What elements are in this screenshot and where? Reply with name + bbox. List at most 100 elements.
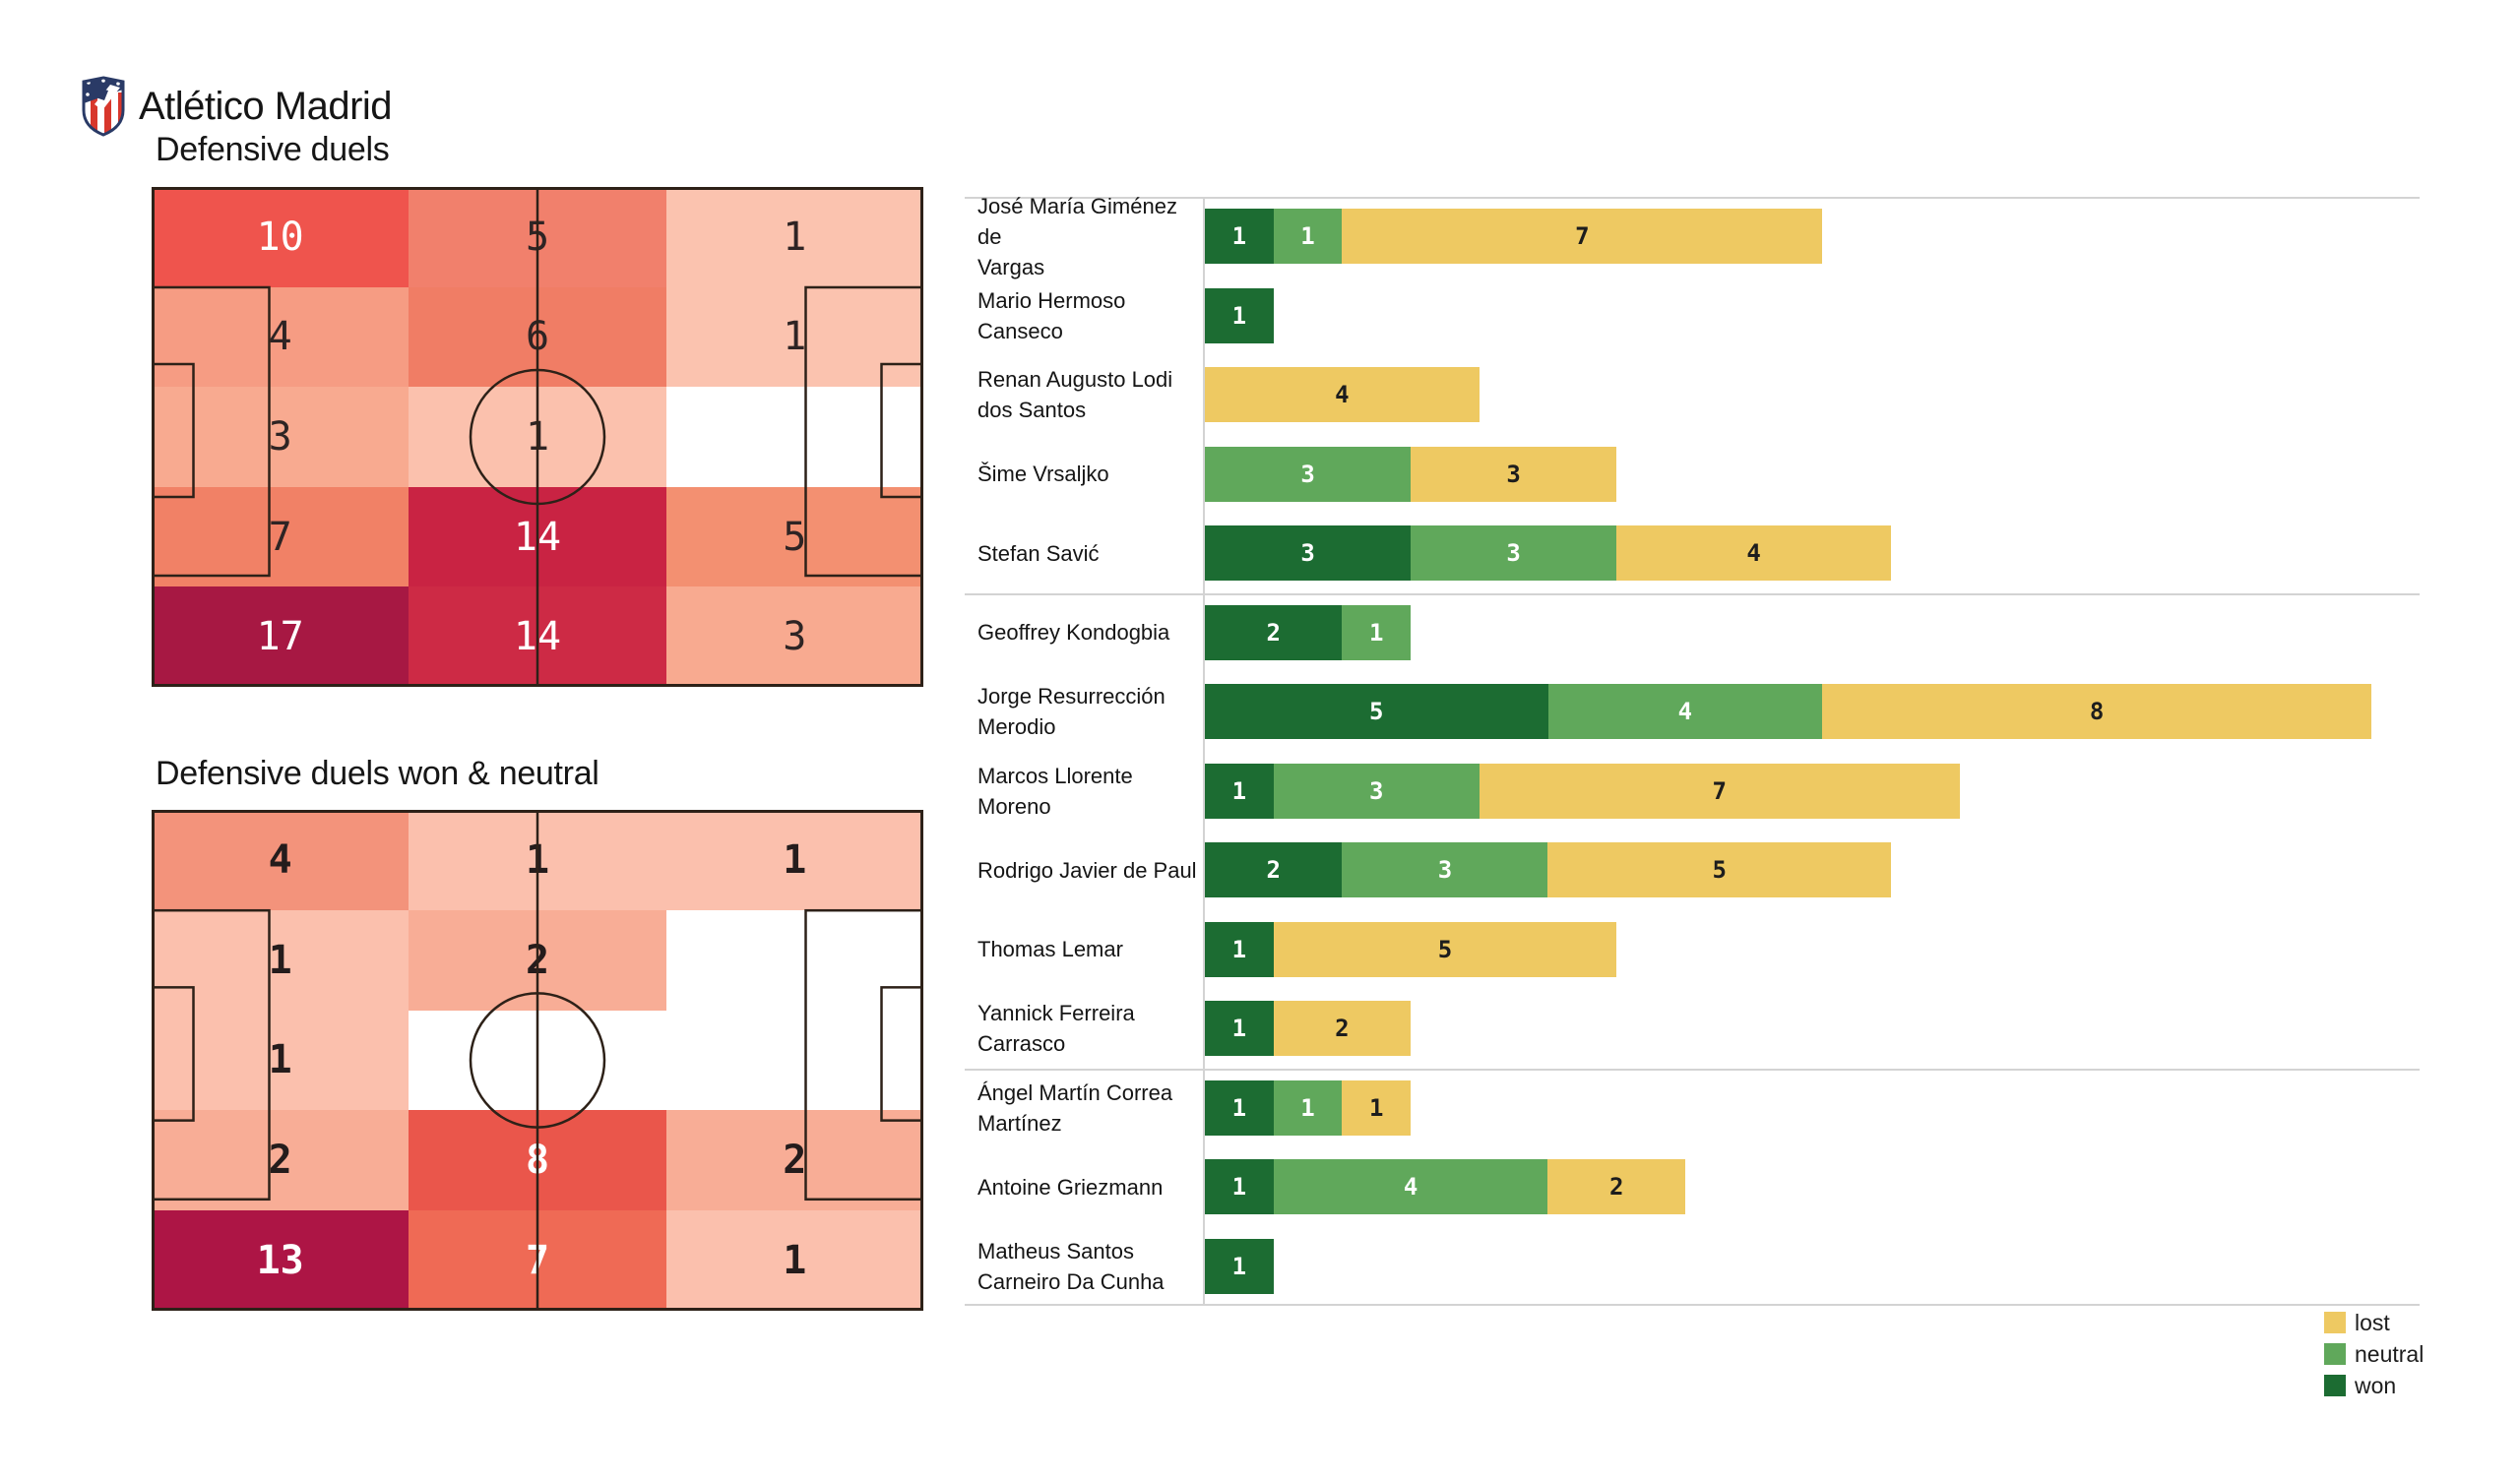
- pitch-zone: 1: [665, 810, 923, 910]
- player-name: José María Giménez de Vargas: [977, 194, 1200, 279]
- duel-count: 1: [1300, 1093, 1315, 1122]
- duel-row: Marcos Llorente Moreno 1 3 7: [965, 752, 2420, 832]
- player-name: Mario Hermoso Canseco: [977, 277, 1200, 356]
- duel-row: Šime Vrsaljko 3 3: [965, 435, 2420, 515]
- pitch-zone: 2: [665, 1110, 923, 1211]
- zone-duel-count: 10: [256, 214, 304, 260]
- bar-segment-won: 1: [1205, 209, 1274, 265]
- legend-item-won: won: [2324, 1373, 2424, 1398]
- player-name-line: Stefan Savić: [977, 540, 1100, 566]
- pitch-zone: 10: [152, 187, 410, 287]
- duel-row: Stefan Savić 3 3 4: [965, 514, 2420, 593]
- bar-segment-won: 1: [1205, 921, 1274, 977]
- separator-bottom: [965, 1304, 2420, 1306]
- player-name: Jorge Resurrección Merodio: [977, 672, 1200, 752]
- bar-segment-lost: 4: [1616, 525, 1891, 582]
- bar-segment-lost: 2: [1547, 1159, 1685, 1215]
- heatmap-1-title: Defensive duels: [156, 131, 390, 168]
- zone-duel-count: 17: [256, 614, 304, 660]
- bar-segment-neutral: 4: [1547, 684, 1823, 740]
- pitch-zone: 13: [152, 1210, 410, 1311]
- duel-count: 1: [1231, 1173, 1247, 1202]
- zone-duel-count: 1: [268, 937, 292, 983]
- duel-row: Antoine Griezmann 1 4 2: [965, 1147, 2420, 1227]
- duel-row: Rodrigo Javier de Paul 2 3 5: [965, 831, 2420, 910]
- club-logo: [81, 75, 126, 138]
- player-name-line: Jorge Resurrección: [977, 684, 1166, 709]
- player-name-line: Merodio: [977, 714, 1056, 740]
- duel-count: 3: [1437, 856, 1453, 885]
- duel-row: Geoffrey Kondogbia 2 1: [965, 593, 2420, 673]
- player-name-line: Thomas Lemar: [977, 937, 1123, 962]
- pitch-heatmap-duels-won-neutral: 4 1 1 1 2 1 2 8 2 13 7 1: [152, 810, 923, 1311]
- zone-duel-count: 3: [783, 614, 807, 660]
- bar-segment-lost: 7: [1342, 209, 1823, 265]
- zone-duel-count: 1: [783, 836, 807, 883]
- bar-segment-neutral: 3: [1342, 842, 1548, 898]
- player-name-line: dos Santos: [977, 398, 1087, 423]
- legend-label: won: [2355, 1373, 2397, 1398]
- bar-segment-lost: 3: [1411, 446, 1617, 502]
- pitch-zone: 1: [665, 1210, 923, 1311]
- legend-label: lost: [2355, 1310, 2390, 1335]
- duel-count: 1: [1231, 935, 1247, 963]
- duel-count: 1: [1300, 222, 1315, 251]
- duel-count: 7: [1575, 222, 1590, 251]
- zone-duel-count: 1: [783, 1238, 807, 1284]
- bar-segment-won: 1: [1205, 287, 1274, 343]
- duel-count: 2: [1266, 856, 1281, 885]
- team-title: Atlético Madrid: [139, 85, 393, 128]
- player-name-line: Carneiro Da Cunha: [977, 1268, 1165, 1294]
- bar-segment-won: 2: [1205, 842, 1343, 898]
- zone-duel-count: 1: [268, 1037, 292, 1083]
- stacked-bar: 1 1 1: [1205, 1079, 1412, 1136]
- duel-count: 1: [1231, 1015, 1247, 1043]
- legend-swatch-icon: [2324, 1375, 2346, 1396]
- duel-count: 8: [2089, 698, 2105, 726]
- duel-count: 1: [1231, 1093, 1247, 1122]
- zone-duel-count: 7: [268, 514, 292, 560]
- player-name-line: Marcos Llorente: [977, 763, 1133, 788]
- duel-count: 1: [1369, 618, 1384, 647]
- bar-baseline: [1203, 197, 1205, 1306]
- player-name-line: Vargas: [977, 254, 1045, 279]
- bar-segment-lost: 5: [1547, 842, 1891, 898]
- pitch-zone: 5: [665, 486, 923, 587]
- duel-count: 5: [1437, 935, 1453, 963]
- stacked-bar: 1 4 2: [1205, 1159, 1685, 1215]
- pitch-markings: [152, 187, 923, 687]
- heatmap-2-title: Defensive duels won & neutral: [156, 755, 599, 792]
- legend-item-neutral: neutral: [2324, 1343, 2424, 1366]
- player-name: Renan Augusto Lodi dos Santos: [977, 355, 1200, 435]
- pitch-heatmap-defensive-duels: 10 5 1 4 6 1 3 1 7 14 5 17 14 3: [152, 187, 923, 687]
- player-name: Marcos Llorente Moreno: [977, 752, 1200, 832]
- pitch-zone: 1: [152, 909, 410, 1011]
- bar-segment-neutral: 1: [1342, 604, 1412, 660]
- duel-count: 4: [1335, 381, 1350, 409]
- bar-segment-neutral: 3: [1411, 525, 1617, 582]
- bar-segment-neutral: 1: [1273, 209, 1343, 265]
- legend-swatch-icon: [2324, 1312, 2346, 1333]
- bar-segment-won: 1: [1205, 1079, 1274, 1136]
- duel-count: 1: [1231, 222, 1247, 251]
- duel-row: Renan Augusto Lodi dos Santos 4: [965, 355, 2420, 435]
- bar-segment-lost: 2: [1273, 1001, 1412, 1057]
- bar-segment-won: 1: [1205, 1001, 1274, 1057]
- duel-count: 3: [1369, 776, 1384, 805]
- zone-duel-count: 4: [268, 836, 292, 883]
- bar-segment-won: 3: [1205, 525, 1412, 582]
- bar-segment-lost: 8: [1822, 684, 2371, 740]
- player-name-line: José María Giménez de: [977, 193, 1177, 249]
- zone-duel-count: 5: [783, 514, 807, 560]
- duel-row: Ángel Martín Correa Martínez 1 1 1: [965, 1069, 2420, 1148]
- player-name: Thomas Lemar: [977, 910, 1200, 990]
- separator-defenders-midfielders: [965, 592, 2420, 595]
- stacked-bar: 3 3 4: [1205, 525, 1891, 582]
- player-name: Stefan Savić: [977, 514, 1200, 593]
- duel-count: 3: [1506, 460, 1521, 488]
- separator-midfielders-forwards: [965, 1068, 2420, 1071]
- duel-row: Thomas Lemar 1 5: [965, 910, 2420, 990]
- atletico-crest-icon: [82, 76, 125, 137]
- duel-row: Mario Hermoso Canseco 1: [965, 277, 2420, 356]
